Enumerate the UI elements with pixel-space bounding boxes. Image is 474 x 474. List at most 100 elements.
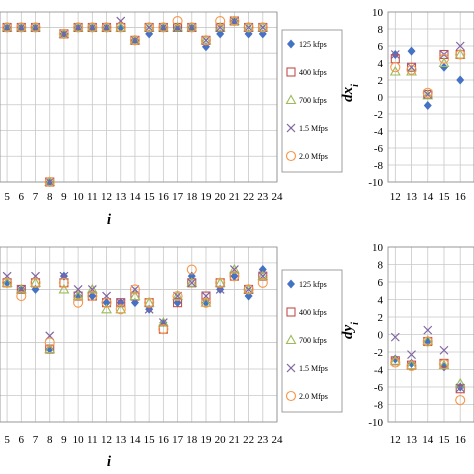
data-point xyxy=(390,357,401,368)
data-point-stroke-b xyxy=(187,23,197,32)
legend-marker-stroke-b xyxy=(286,363,296,373)
data-point xyxy=(173,291,182,301)
x-tick-label: 19 xyxy=(200,434,212,446)
data-point xyxy=(406,360,417,372)
y-tick-label: -10 xyxy=(368,177,383,189)
data-point-stroke-b xyxy=(16,23,26,32)
data-point xyxy=(2,277,13,288)
y-tick-label: -4 xyxy=(374,126,384,138)
plot-area-border xyxy=(0,246,278,423)
data-point xyxy=(187,23,197,32)
data-point xyxy=(243,22,254,33)
y-tick-label: -6 xyxy=(374,143,384,155)
data-point xyxy=(390,332,400,342)
x-tick-label: 5 xyxy=(4,434,10,446)
chart-panel-4: 12 13 14 15 16 10 8 6 4 2 0 -2 -4 -6 -8 -10 dyi xyxy=(340,242,474,446)
data-point xyxy=(406,359,417,370)
legend: 125 kfps 400 kfps 700 kfps 1.5 Mfps 2.0 Mfps xyxy=(281,29,343,173)
data-point xyxy=(423,101,432,110)
y-axis-label: dxi xyxy=(340,84,361,102)
legend-marker xyxy=(286,123,296,133)
data-point xyxy=(390,62,401,73)
x-tick-label: 21 xyxy=(229,434,240,446)
data-point xyxy=(228,263,240,274)
data-point xyxy=(73,22,84,33)
data-point xyxy=(201,35,211,45)
data-point xyxy=(200,35,212,46)
x-tick-label: 11 xyxy=(87,191,98,203)
y-tick-label: -8 xyxy=(374,400,384,412)
plot-area-border xyxy=(387,11,474,183)
data-point xyxy=(215,15,226,27)
x-tick-label: 12 xyxy=(101,191,112,203)
data-point xyxy=(72,21,84,32)
data-point xyxy=(158,23,168,32)
data-point xyxy=(456,75,465,85)
data-point xyxy=(144,23,154,32)
data-point xyxy=(407,350,416,360)
data-point xyxy=(143,297,155,307)
y-tick-label: -6 xyxy=(374,382,384,394)
data-point xyxy=(215,277,226,288)
data-point xyxy=(73,284,83,294)
data-point xyxy=(422,335,434,345)
data-point-stroke-b xyxy=(45,177,55,187)
data-point-stroke-b xyxy=(407,350,416,360)
data-point xyxy=(44,343,56,354)
data-point xyxy=(58,283,70,294)
legend-label: 125 kfps xyxy=(299,280,327,289)
y-tick-label: 2 xyxy=(378,75,384,87)
data-point xyxy=(2,23,12,32)
data-point xyxy=(101,21,112,32)
plot-area-border xyxy=(0,11,278,183)
legend-marker xyxy=(285,334,297,345)
data-point xyxy=(407,46,416,56)
x-tick-label: 18 xyxy=(186,191,198,203)
data-point xyxy=(439,345,449,355)
data-point xyxy=(58,28,69,39)
data-point xyxy=(115,304,126,315)
data-point xyxy=(200,297,212,307)
data-point xyxy=(3,278,12,288)
x-tick-label: 21 xyxy=(229,191,240,203)
data-point xyxy=(157,316,169,327)
data-point xyxy=(423,325,433,335)
data-point xyxy=(257,270,269,281)
data-point xyxy=(87,23,97,32)
plot-area-border xyxy=(387,246,474,423)
x-tick-label: 8 xyxy=(47,191,53,203)
y-tick-label: 4 xyxy=(378,58,384,70)
data-point-stroke-b xyxy=(455,383,465,393)
data-point xyxy=(406,65,417,76)
legend-marker xyxy=(286,307,296,317)
data-point xyxy=(439,62,448,72)
data-point xyxy=(58,277,69,288)
data-point xyxy=(200,297,212,308)
y-axis-label: dyi xyxy=(340,322,361,339)
data-point xyxy=(454,377,466,388)
data-point xyxy=(229,16,239,26)
data-point xyxy=(422,87,433,98)
data-point xyxy=(30,277,41,287)
data-point xyxy=(407,62,416,72)
x-tick-label: 15 xyxy=(144,434,156,446)
legend: 125 kfps 400 kfps 700 kfps 1.5 Mfps 2.0 Mfps xyxy=(281,269,343,413)
data-point xyxy=(229,271,240,282)
x-tick-label: 16 xyxy=(455,434,467,446)
x-tick-label: 15 xyxy=(438,191,450,203)
data-point xyxy=(101,22,112,33)
data-point-stroke-b xyxy=(201,35,211,45)
data-point xyxy=(115,303,127,314)
data-point-stroke-b xyxy=(390,332,400,342)
y-tick-label: 6 xyxy=(378,41,384,53)
x-tick-label: 16 xyxy=(158,191,170,203)
data-point xyxy=(406,64,417,75)
y-tick-label: 6 xyxy=(378,277,384,289)
data-point-stroke-b xyxy=(229,16,239,26)
data-point xyxy=(257,277,268,288)
y-tick-label: -4 xyxy=(374,365,384,377)
data-point xyxy=(86,21,98,32)
data-point-stroke-b xyxy=(73,23,83,32)
x-tick-label: 6 xyxy=(19,434,25,446)
